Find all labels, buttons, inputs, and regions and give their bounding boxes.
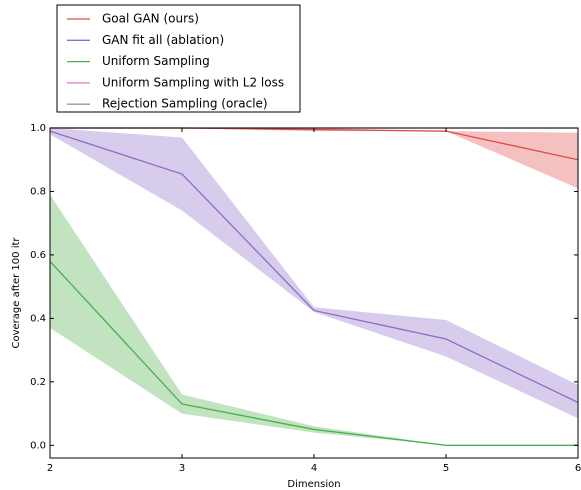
x-tick-label: 2 [47, 463, 53, 474]
legend-box [56, 4, 301, 113]
y-axis-label: Coverage after 100 itr [11, 237, 22, 349]
y-tick-label: 0.2 [30, 377, 46, 388]
x-tick-label: 6 [575, 463, 581, 474]
legend: Goal GAN (ours) GAN fit all (ablation) Uni… [56, 4, 301, 113]
legend-label: Rejection Sampling (oracle) [102, 97, 268, 111]
y-tick-label: 0.4 [30, 313, 46, 324]
y-tick-label: 1.0 [30, 123, 46, 134]
y-tick-label: 0.8 [30, 186, 46, 197]
legend-label: Goal GAN (ours) [102, 12, 199, 26]
x-axis-label: Dimension [287, 479, 340, 490]
x-tick-label: 4 [311, 463, 317, 474]
line [49, 130, 579, 404]
y-tick-label: 0.0 [30, 440, 46, 451]
band [50, 128, 578, 419]
band [50, 128, 578, 189]
legend-label: Uniform Sampling with L2 loss [102, 75, 284, 89]
band [50, 194, 578, 446]
line [49, 260, 578, 446]
x-tick-label: 5 [443, 463, 449, 474]
y-tick-label: 0.6 [30, 250, 46, 261]
x-tick-label: 3 [179, 463, 185, 474]
legend-label: GAN fit all (ablation) [102, 33, 224, 47]
legend-label: Uniform Sampling [102, 54, 210, 68]
